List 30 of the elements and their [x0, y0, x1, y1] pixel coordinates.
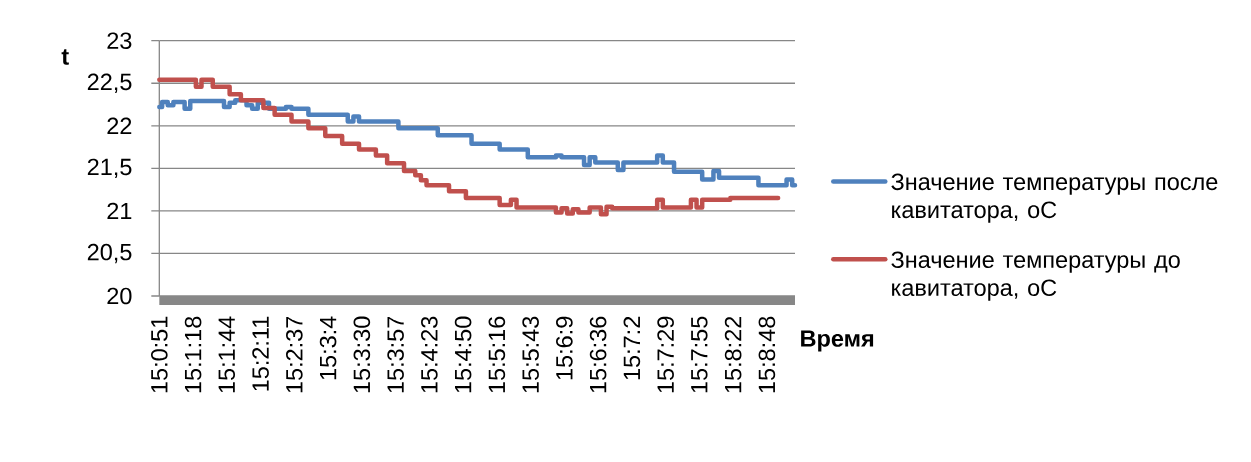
- y-tick-label: 22: [107, 117, 132, 134]
- x-tick-label: 15:0:51: [151, 316, 168, 393]
- x-tick-label: 15:1:44: [218, 316, 236, 393]
- x-axis-title: Время: [801, 330, 874, 352]
- x-tick-label: 15:5:16: [488, 316, 506, 393]
- x-tick-label: 15:4:50: [454, 316, 472, 393]
- x-tick-label: 15:7:55: [691, 316, 708, 393]
- legend-label: Значение температуры до кавитатора, оС: [891, 251, 1180, 301]
- y-tick-label: 21,5: [87, 158, 132, 179]
- y-tick-label: 20: [107, 287, 132, 305]
- y-tick-label: 21: [107, 202, 132, 220]
- y-tick-label: 22,5: [87, 73, 132, 93]
- x-tick-label: 15:3:4: [319, 316, 337, 380]
- x-tick-label: 15:1:18: [184, 316, 202, 393]
- x-tick-label: 15:8:22: [724, 316, 742, 393]
- x-tick-label: 15:3:57: [387, 316, 404, 393]
- legend-label: Значение температуры после кавитатора, оС: [891, 173, 1218, 223]
- y-tick-label: 20,5: [87, 243, 132, 264]
- x-tick-label: 15:6:9: [556, 316, 573, 380]
- y-axis-title: t: [61, 49, 69, 65]
- x-tick-label: 15:3:30: [353, 316, 371, 393]
- y-tick-label: 23: [107, 32, 132, 50]
- x-tick-label: 15:6:36: [589, 316, 607, 393]
- x-tick-label: 15:5:43: [522, 316, 539, 393]
- x-tick-label: 15:4:23: [421, 316, 438, 393]
- x-tick-label: 15:7:2: [623, 316, 641, 380]
- x-tick-label: 15:2:11: [252, 316, 269, 391]
- x-tick-label: 15:2:37: [286, 316, 303, 393]
- x-tick-label: 15:7:29: [657, 316, 674, 393]
- x-tick-label: 15:8:48: [758, 316, 776, 393]
